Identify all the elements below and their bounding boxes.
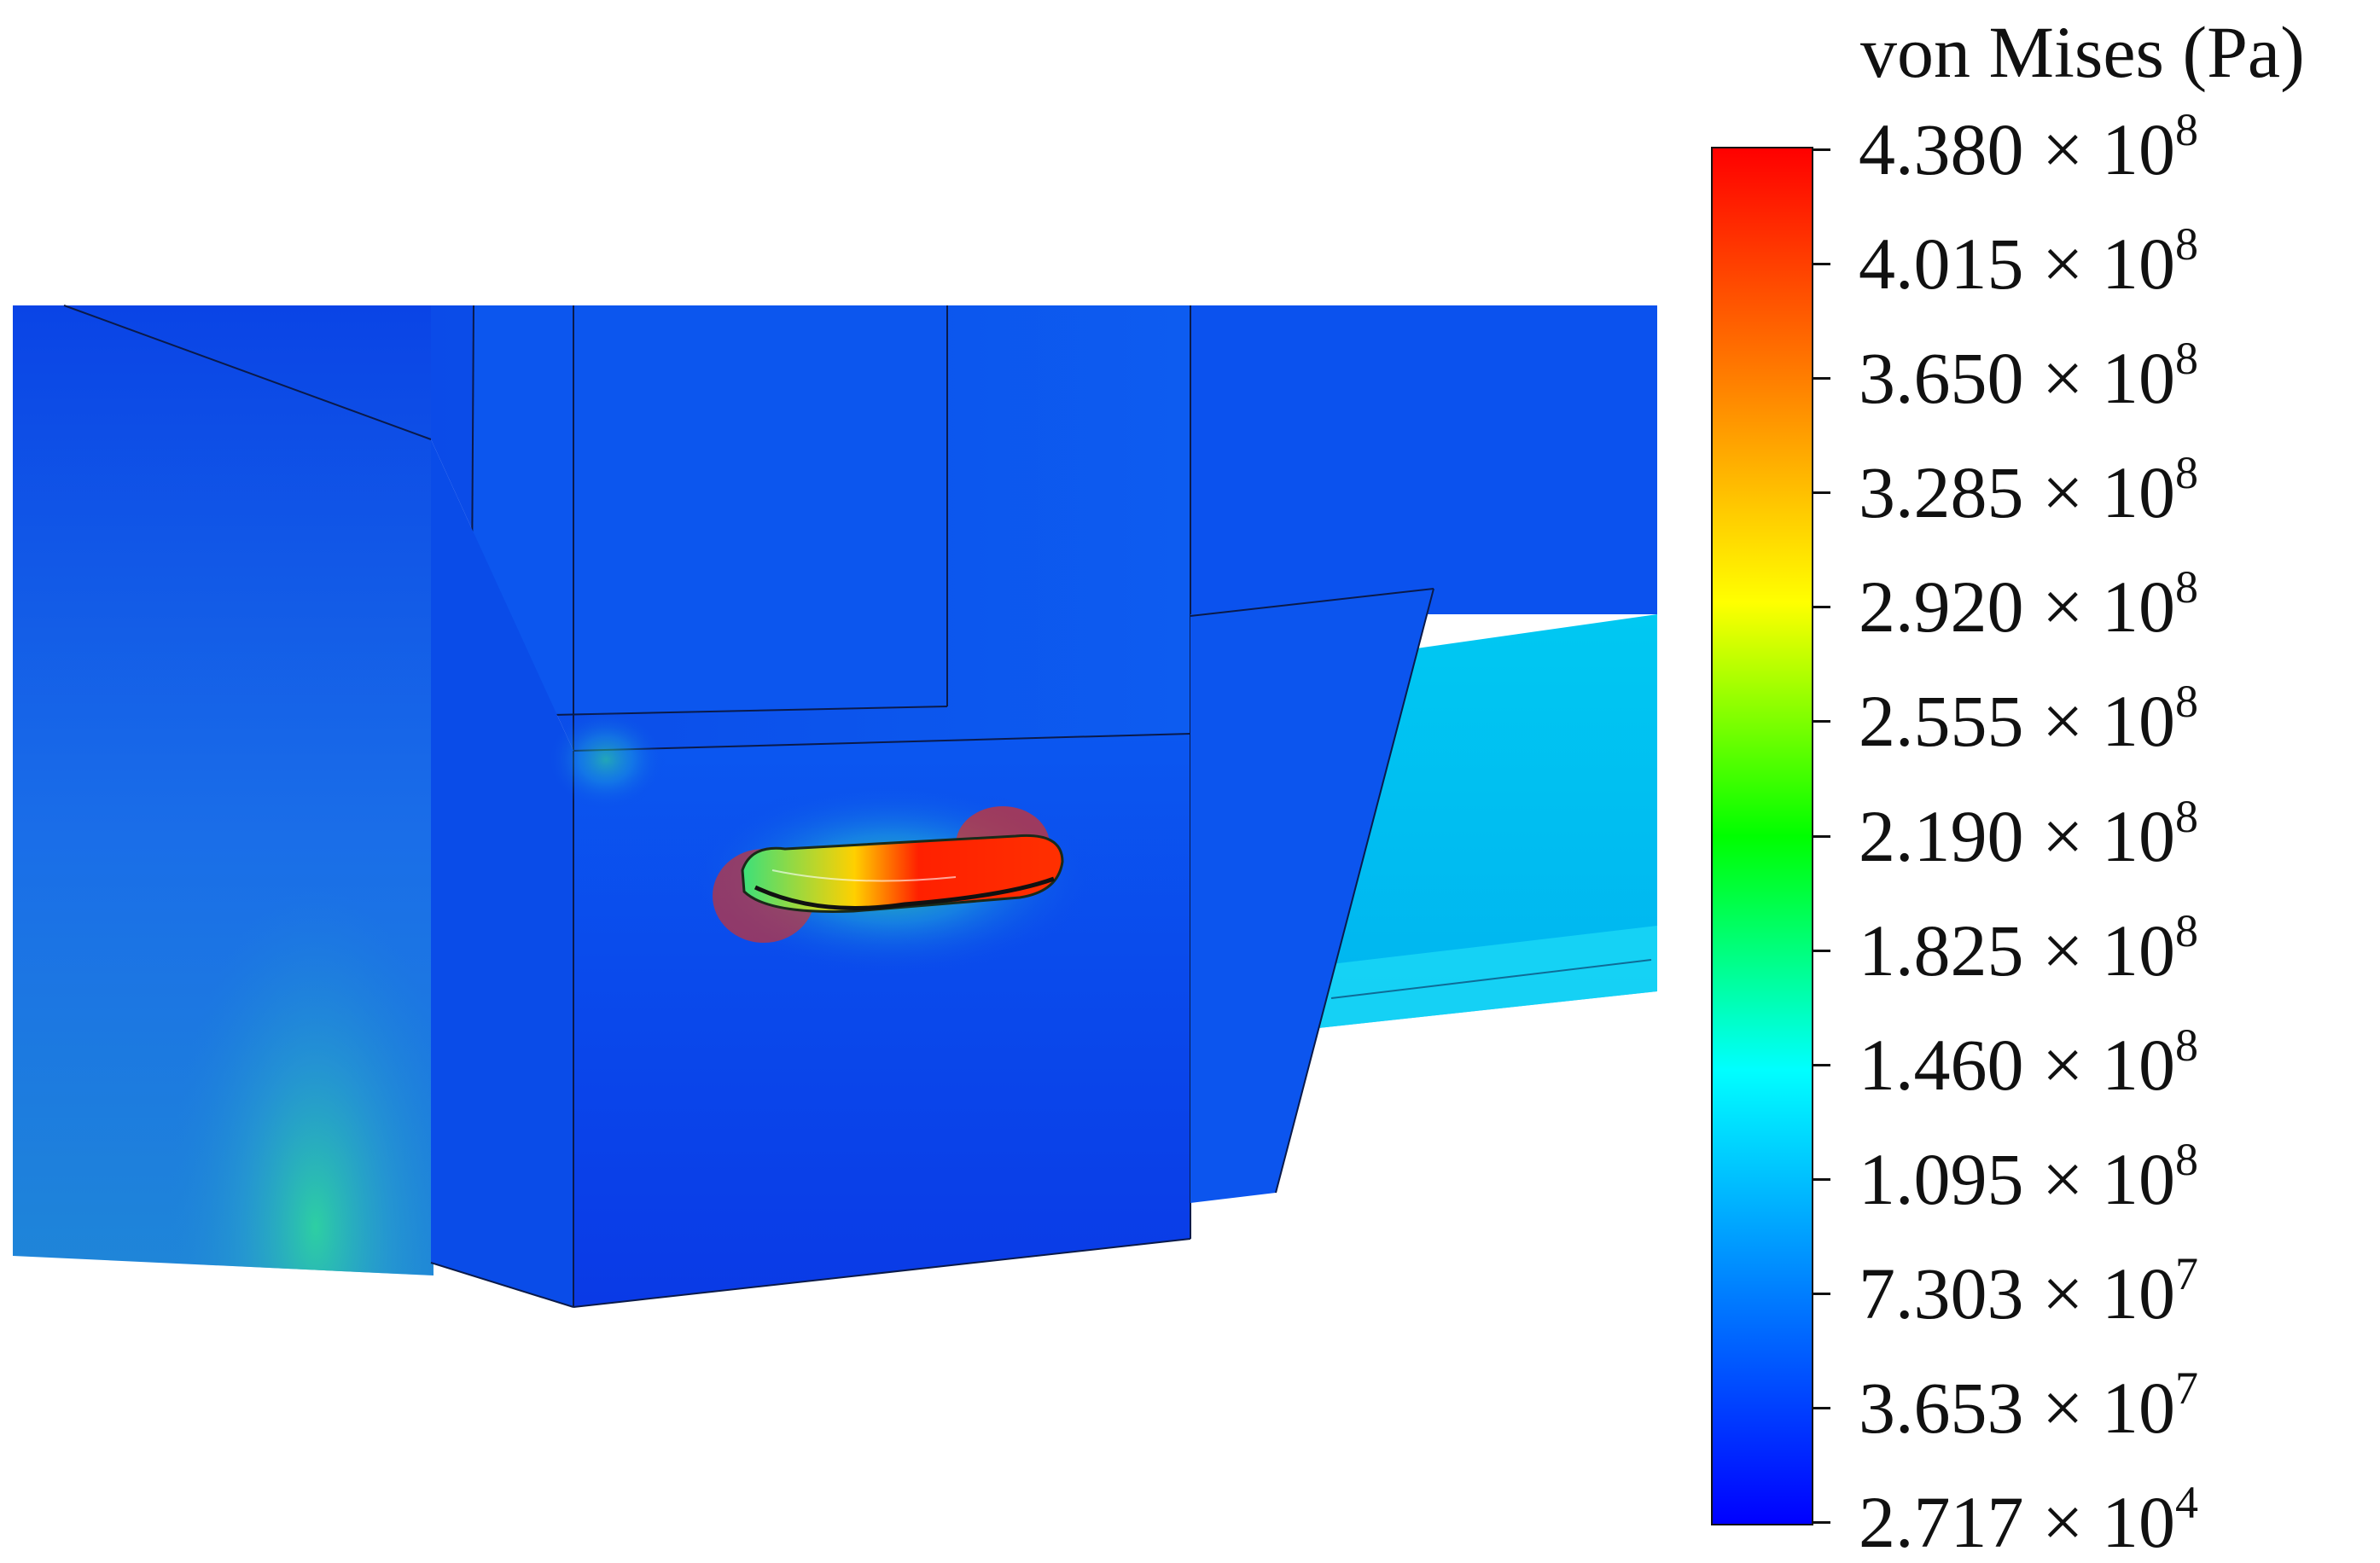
colorbar-tick-mark	[1812, 1292, 1830, 1295]
tick-mantissa: 3.653 × 10	[1859, 1366, 2176, 1449]
colorbar-tick-label: 1.095 × 108	[1859, 1136, 2198, 1216]
tick-exponent: 7	[2175, 1247, 2199, 1299]
colorbar-tick-mark	[1812, 949, 1830, 952]
tick-mantissa: 2.920 × 10	[1859, 566, 2176, 648]
upper-block	[431, 305, 1190, 751]
gusset-plate	[1190, 588, 1434, 1203]
colorbar-tick-label: 3.650 × 108	[1859, 335, 2198, 415]
colorbar-tick-mark	[1812, 1063, 1830, 1066]
tick-exponent: 8	[2175, 561, 2199, 613]
tick-mantissa: 1.825 × 10	[1859, 909, 2176, 991]
colorbar-tick-mark	[1812, 377, 1830, 381]
tick-exponent: 4	[2175, 1477, 2199, 1528]
colorbar-tick-mark	[1812, 606, 1830, 609]
tick-exponent: 8	[2175, 1019, 2199, 1071]
tick-mantissa: 1.460 × 10	[1859, 1023, 2176, 1106]
colorbar-tick-mark	[1812, 148, 1830, 151]
colorbar-tick-mark	[1812, 1406, 1830, 1409]
left-wall	[13, 305, 434, 1275]
colorbar-tick-mark	[1812, 720, 1830, 723]
tick-exponent: 8	[2175, 104, 2199, 155]
colorbar-tick-label: 2.717 × 104	[1859, 1479, 2198, 1559]
tick-exponent: 8	[2175, 447, 2199, 499]
colorbar-tick-label: 3.285 × 108	[1859, 450, 2198, 529]
tick-mantissa: 2.717 × 10	[1859, 1481, 2176, 1563]
colorbar-tick-label: 7.303 × 107	[1859, 1251, 2198, 1330]
colorbar-tick-mark	[1812, 1177, 1830, 1181]
tick-exponent: 8	[2175, 790, 2199, 842]
tick-mantissa: 1.095 × 10	[1859, 1137, 2176, 1220]
tick-mantissa: 3.650 × 10	[1859, 337, 2176, 420]
tick-mantissa: 4.380 × 10	[1859, 108, 2176, 190]
tick-exponent: 8	[2175, 676, 2199, 728]
tick-mantissa: 4.015 × 10	[1859, 223, 2176, 305]
right-slab	[1190, 305, 1657, 1028]
tick-exponent: 8	[2175, 218, 2199, 270]
colorbar-tick-label: 1.825 × 108	[1859, 908, 2198, 987]
colorbar-tick-label: 2.555 × 108	[1859, 678, 2198, 758]
tick-mantissa: 7.303 × 10	[1859, 1252, 2176, 1334]
colorbar-tick-label: 1.460 × 108	[1859, 1022, 2198, 1101]
tick-mantissa: 2.190 × 10	[1859, 794, 2176, 877]
weld-hotspot	[687, 781, 1097, 977]
colorbar-tick-label: 2.920 × 108	[1859, 564, 2198, 643]
tick-exponent: 8	[2175, 333, 2199, 385]
colorbar-tick-mark	[1812, 1521, 1830, 1524]
colorbar-tick-mark	[1812, 491, 1830, 495]
tick-exponent: 7	[2175, 1362, 2199, 1414]
colorbar	[1711, 147, 1813, 1525]
colorbar-tick-label: 3.653 × 107	[1859, 1365, 2198, 1444]
tick-exponent: 8	[2175, 904, 2199, 956]
colorbar-tick-mark	[1812, 834, 1830, 838]
colorbar-tick-label: 2.190 × 108	[1859, 793, 2198, 873]
colorbar-tick-label: 4.380 × 108	[1859, 107, 2198, 186]
colorbar-tick-label: 4.015 × 108	[1859, 221, 2198, 300]
tick-mantissa: 3.285 × 10	[1859, 451, 2176, 534]
colorbar-tick-mark	[1812, 263, 1830, 266]
legend-title: von Mises (Pa)	[1860, 11, 2305, 93]
tick-mantissa: 2.555 × 10	[1859, 680, 2176, 763]
tick-exponent: 8	[2175, 1133, 2199, 1185]
